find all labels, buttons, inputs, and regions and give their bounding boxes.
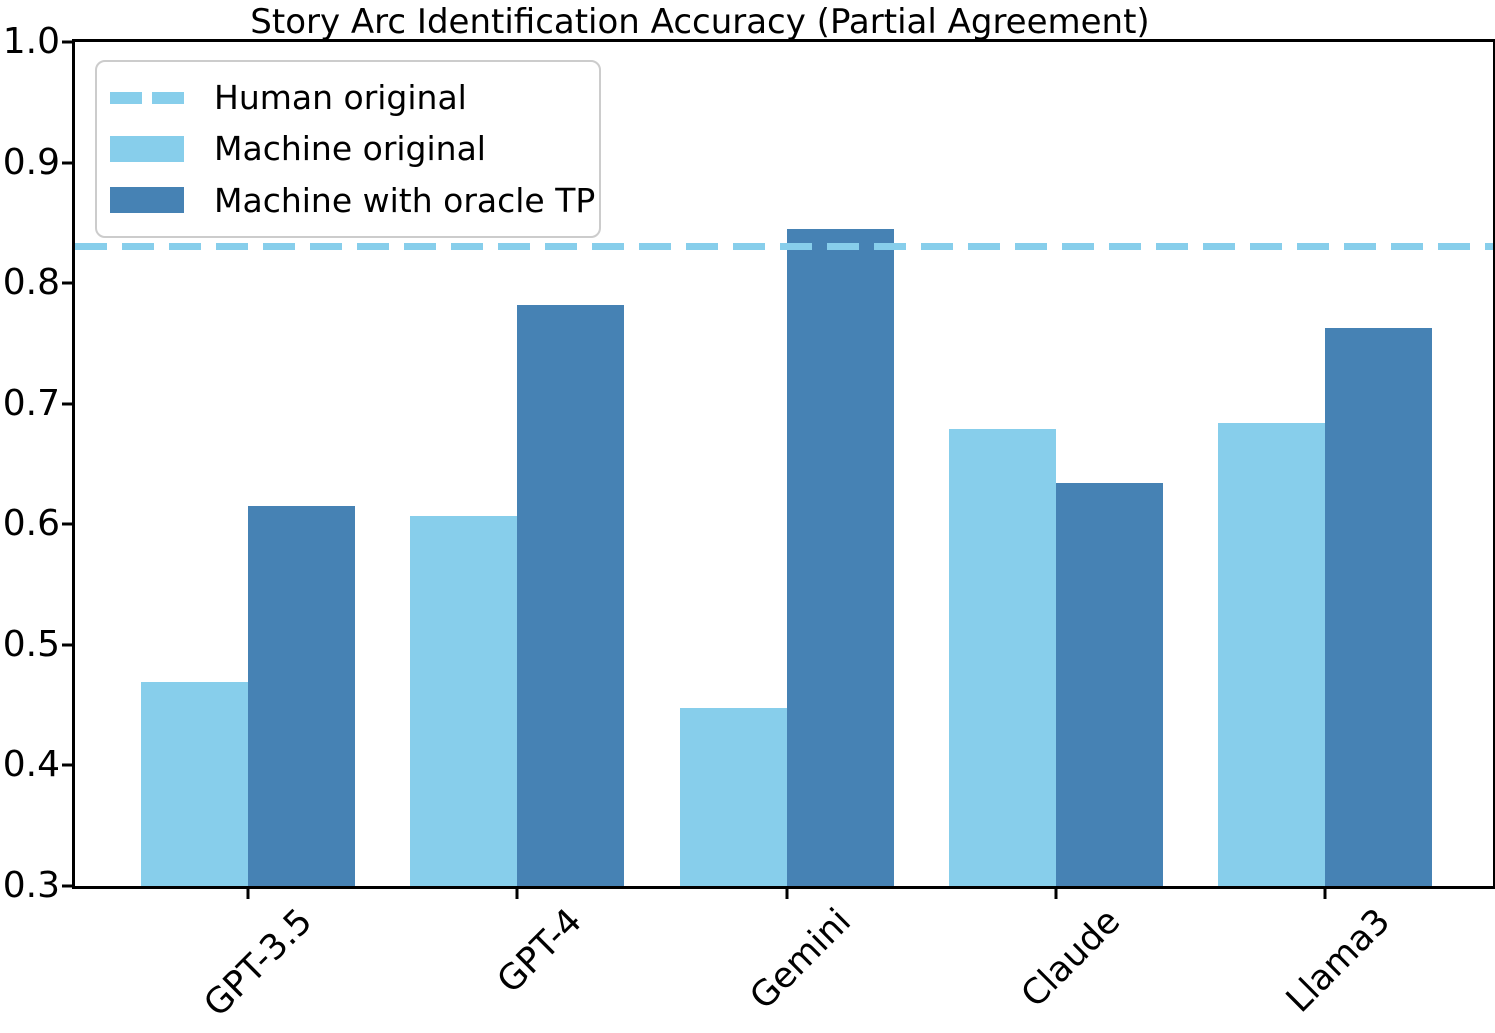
y-tick-label-0.5: 0.5 — [2, 623, 60, 665]
y-tick-mark — [62, 884, 72, 888]
x-tick-label-gpt-4: GPT-4 — [489, 901, 590, 1002]
y-tick-mark — [62, 522, 72, 526]
color-patch-swatch — [110, 187, 184, 214]
bar-machine-with-oracle-tp-claude — [1055, 483, 1163, 886]
x-tick-label-claude: Claude — [1014, 901, 1129, 1016]
bar-machine-with-oracle-tp-gemini — [786, 228, 894, 886]
x-tick-label-gemini: Gemini — [742, 901, 860, 1018]
dashed-line-swatch — [110, 91, 184, 104]
y-tick-mark — [62, 763, 72, 767]
y-tick-mark — [62, 643, 72, 647]
x-tick-mark — [515, 889, 519, 899]
chart-title: Story Arc Identification Accuracy (Parti… — [250, 2, 1150, 42]
human-original-reference-line — [75, 243, 1493, 251]
y-tick-mark — [62, 281, 72, 285]
legend: Human original Machine original Machine … — [95, 60, 601, 238]
x-tick-label-gpt-3-5: GPT-3.5 — [197, 901, 321, 1025]
plot-area — [72, 39, 1495, 889]
color-patch-swatch — [110, 135, 184, 162]
bar-machine-original-gpt-3-5 — [141, 682, 248, 886]
x-tick-mark — [1054, 889, 1058, 899]
legend-item-human-original: Human original — [110, 78, 599, 117]
legend-label: Machine with oracle TP — [214, 180, 596, 220]
legend-label: Machine original — [214, 129, 486, 169]
x-tick-mark — [1323, 889, 1327, 899]
bar-machine-original-claude — [948, 429, 1056, 886]
x-tick-label-llama3: Llama3 — [1278, 901, 1398, 1021]
y-tick-label-1.0: 1.0 — [2, 21, 60, 62]
y-tick-label-0.3: 0.3 — [2, 865, 60, 906]
bar-machine-original-llama3 — [1218, 423, 1325, 886]
legend-item-machine-with-oracle-tp: Machine with oracle TP — [110, 181, 599, 220]
y-tick-mark — [62, 161, 72, 165]
bar-machine-with-oracle-tp-llama3 — [1325, 327, 1432, 886]
y-tick-label-0.6: 0.6 — [2, 503, 60, 545]
y-tick-label-0.9: 0.9 — [2, 141, 60, 183]
bar-machine-with-oracle-tp-gpt-3-5 — [248, 506, 355, 886]
bar-machine-with-oracle-tp-gpt-4 — [517, 304, 625, 886]
y-tick-label-0.4: 0.4 — [2, 744, 60, 786]
legend-label: Human original — [214, 78, 467, 118]
legend-item-machine-original: Machine original — [110, 129, 599, 168]
x-tick-mark — [246, 889, 250, 899]
y-tick-label-0.7: 0.7 — [2, 382, 60, 424]
bar-machine-original-gemini — [679, 707, 787, 886]
y-tick-label-0.8: 0.8 — [2, 262, 60, 304]
x-tick-mark — [785, 889, 788, 899]
y-tick-mark — [62, 402, 72, 406]
bar-machine-original-gpt-4 — [410, 515, 518, 886]
y-tick-mark — [62, 40, 72, 44]
